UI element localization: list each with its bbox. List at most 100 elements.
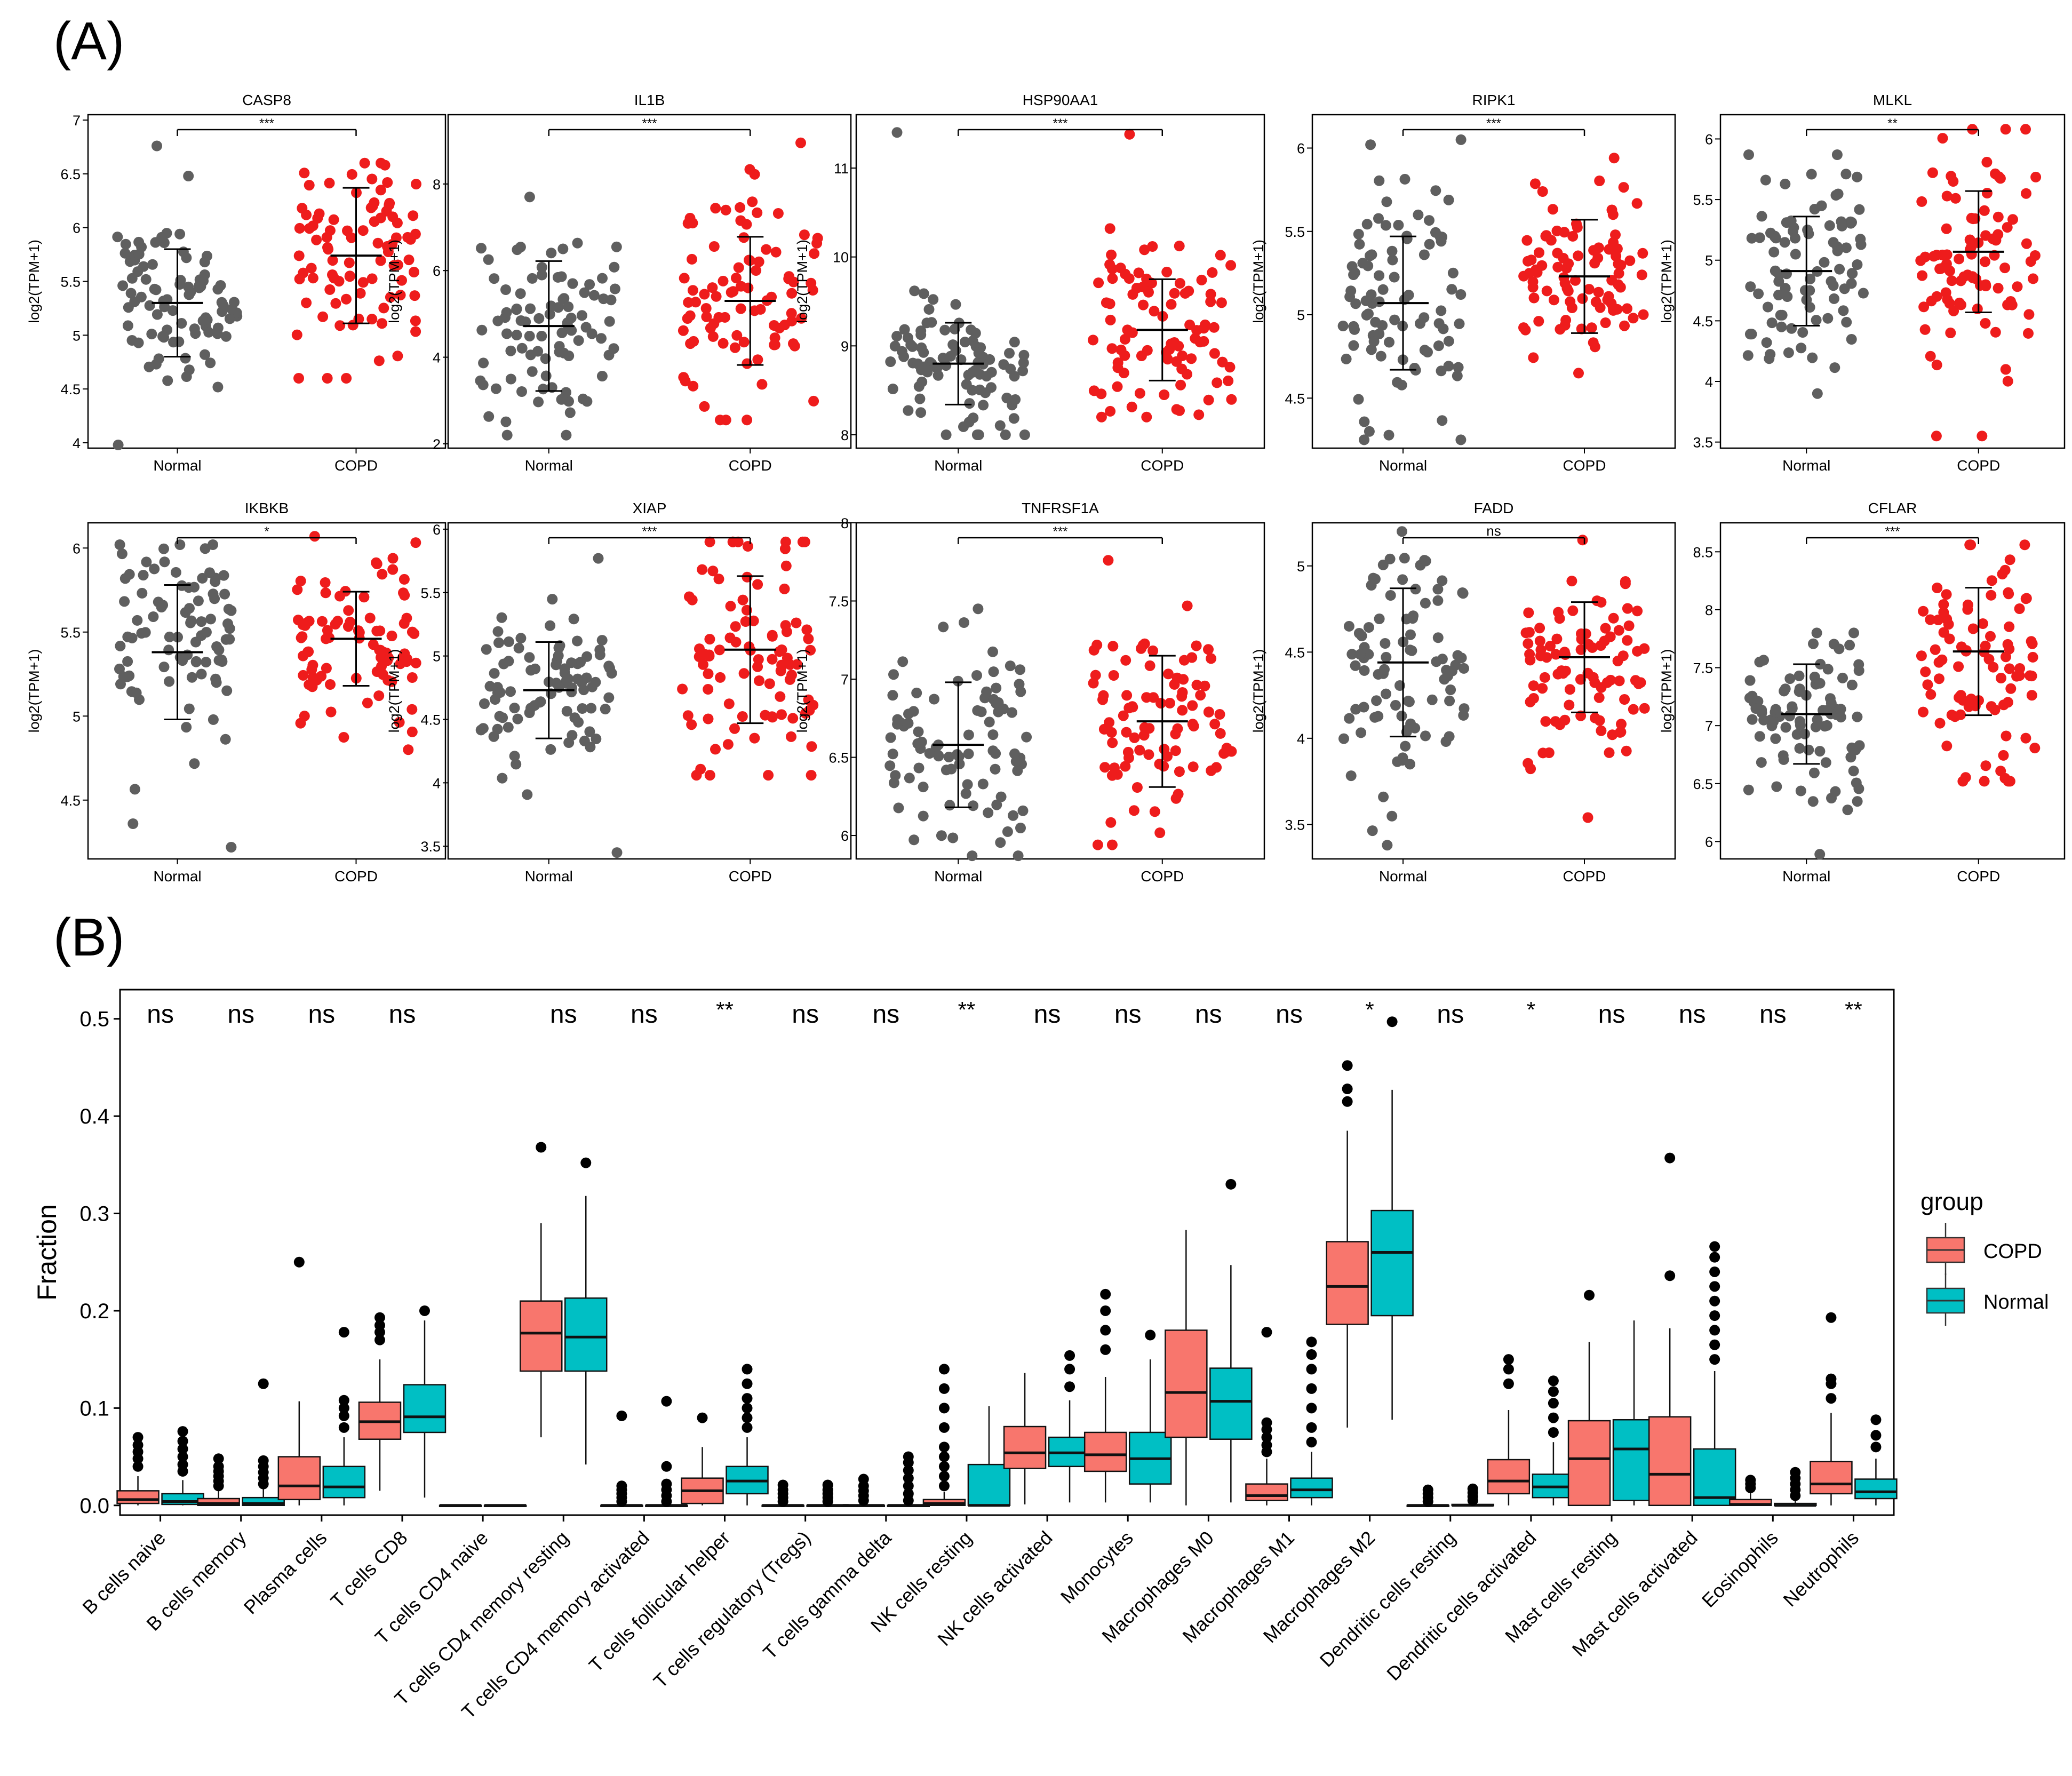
data-point-normal [217, 656, 228, 667]
data-point-normal [141, 556, 152, 568]
data-point-normal [1365, 250, 1375, 261]
data-point-copd [1217, 356, 1228, 368]
data-point-normal [1357, 258, 1368, 269]
data-point-copd [1566, 576, 1577, 587]
y-tick-label: 4 [73, 435, 81, 451]
data-point-normal [1008, 413, 1019, 424]
data-point-copd [1198, 323, 1209, 334]
data-point-copd [1953, 661, 1964, 672]
data-point-copd [718, 275, 729, 286]
outlier-point [177, 1459, 188, 1470]
box-copd [1245, 1483, 1288, 1501]
y-tick-label: 7 [73, 113, 81, 129]
data-point-copd [1966, 694, 1977, 705]
data-point-normal [529, 700, 540, 711]
y-tick-label: 7.5 [828, 594, 849, 610]
data-point-copd [2027, 651, 2038, 663]
data-point-normal [1820, 757, 1831, 768]
data-point-normal [505, 686, 516, 697]
data-point-copd [1941, 258, 1952, 269]
data-point-copd [357, 277, 369, 288]
outlier-point [338, 1410, 349, 1421]
data-point-copd [362, 697, 373, 708]
data-point-normal [1447, 665, 1458, 676]
data-point-copd [1589, 677, 1600, 688]
data-point-copd [1096, 411, 1107, 423]
data-point-copd [776, 709, 787, 720]
data-point-normal [968, 800, 979, 811]
data-point-copd [372, 237, 384, 249]
data-point-copd [752, 207, 763, 218]
data-point-normal [513, 642, 524, 654]
cell-group: ns Monocytes [1056, 1000, 1172, 1608]
data-point-copd [2026, 690, 2037, 701]
outlier-point [1709, 1339, 1720, 1350]
significance-label: ns [1276, 1000, 1303, 1029]
data-point-copd [299, 711, 310, 722]
data-point-copd [1149, 806, 1160, 817]
data-point-copd [1999, 564, 2011, 576]
data-point-copd [764, 678, 775, 689]
data-point-copd [1941, 249, 1953, 260]
data-point-normal [1427, 694, 1438, 705]
data-point-copd [304, 223, 315, 234]
data-point-normal [527, 366, 538, 377]
data-point-normal [164, 676, 175, 687]
data-point-normal [1407, 613, 1418, 624]
y-tick-label: 5.5 [60, 625, 81, 641]
data-point-copd [1107, 264, 1118, 275]
data-point-normal [1365, 139, 1376, 150]
data-point-normal [1794, 670, 1805, 681]
data-point-normal [993, 706, 1004, 718]
data-point-normal [1348, 269, 1359, 280]
outlier-point [938, 1480, 950, 1492]
data-point-copd [719, 312, 730, 323]
data-point-copd [2003, 587, 2014, 598]
x-tick-label-copd: COPD [729, 868, 772, 885]
box-copd [1326, 1241, 1369, 1325]
data-point-copd [322, 625, 333, 636]
data-point-copd [1606, 275, 1617, 286]
data-point-copd [355, 288, 366, 299]
data-point-copd [1927, 167, 1938, 178]
data-point-normal [1780, 722, 1791, 733]
data-point-copd [343, 605, 354, 616]
data-point-copd [736, 281, 746, 292]
data-point-normal [1790, 233, 1800, 244]
x-tick-label: Dendritic cells activated [1382, 1527, 1540, 1685]
data-point-copd [1547, 204, 1558, 215]
data-point-copd [1163, 668, 1174, 680]
data-point-copd [1199, 680, 1210, 691]
data-point-copd [1109, 762, 1120, 774]
data-point-copd [2014, 670, 2025, 681]
box-normal [1693, 1448, 1736, 1507]
data-point-normal [1780, 283, 1791, 294]
significance-label: ns [1598, 1000, 1625, 1029]
data-point-copd [1175, 379, 1186, 391]
box-normal [564, 1297, 608, 1372]
data-point-normal [1437, 575, 1448, 586]
data-point-normal [1363, 649, 1374, 660]
data-point-copd [770, 246, 782, 258]
data-point-normal [939, 324, 951, 336]
data-point-normal [928, 294, 939, 305]
data-point-normal [1360, 295, 1372, 306]
data-point-copd [2002, 639, 2013, 650]
data-point-normal [1770, 704, 1781, 715]
data-point-copd [1919, 251, 1931, 262]
data-point-normal [524, 192, 535, 203]
outlier-point [1342, 1096, 1353, 1107]
data-point-copd [307, 681, 318, 692]
data-point-normal [1381, 651, 1392, 663]
x-tick-label: Monocytes [1056, 1527, 1137, 1608]
data-point-normal [527, 273, 538, 284]
data-point-normal [1396, 379, 1407, 391]
data-point-normal [609, 283, 620, 294]
data-point-normal [1852, 171, 1863, 182]
data-point-normal [120, 238, 131, 250]
data-point-copd [804, 705, 815, 716]
data-point-copd [1188, 761, 1199, 772]
outlier-point [1503, 1364, 1514, 1375]
data-point-copd [755, 304, 766, 315]
data-point-normal [937, 353, 949, 364]
